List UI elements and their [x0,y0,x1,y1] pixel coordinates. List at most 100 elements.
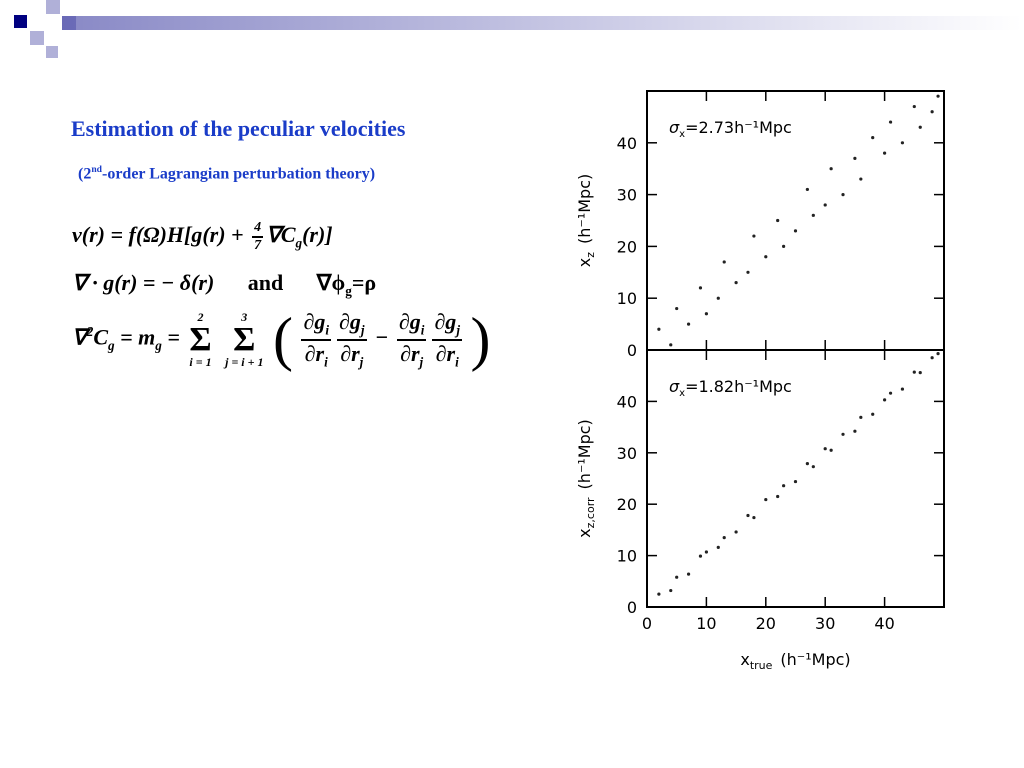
deco-square [46,46,58,58]
point [888,391,893,395]
equation: v(r) = f(Ω)H[g(r) + 4 7 ∇Cg(r)] [72,220,333,254]
point [704,312,709,316]
eq-text: ∇ϕ [316,270,346,295]
eq-text: g [108,337,115,353]
point [853,429,857,433]
y-tick-label: 20 [617,495,637,514]
axis-label-unit: (h⁻¹Mpc) [575,174,594,244]
plot-frame [646,349,945,608]
point [657,327,661,331]
x-tick-label: 10 [696,614,716,633]
point [746,513,750,518]
eq-text: = m [114,324,156,350]
annotation-text: =1.82h⁻¹Mpc [685,377,792,396]
point [859,177,863,181]
y-tick-label: 40 [617,392,637,411]
eq-text: 7 [254,238,262,253]
annotation-symbol: σ [669,377,680,396]
point [698,554,703,558]
point [669,588,673,593]
title: Estimation of the peculiar velocities [71,116,406,141]
point [930,356,934,360]
point [900,141,905,145]
eq-text: i [420,322,425,338]
axis-label-unit: (h⁻¹Mpc) [780,650,850,669]
eq-text: ∇C [266,222,296,248]
eq-text: ∂g [339,309,361,335]
fraction: ∂gi ∂rj [396,309,427,370]
point [853,156,857,160]
point [675,306,679,311]
eq-text: − [375,324,389,350]
point [752,515,756,520]
deco-square [14,15,27,28]
x-tick-label: 40 [874,614,894,633]
axis-label-sub: z,corr [584,497,597,528]
y-tick-label: 0 [627,341,637,360]
axis-label: xz,corr (h⁻¹Mpc) [575,419,597,538]
point [734,281,738,285]
point [918,371,922,375]
point [752,234,756,238]
point [930,110,934,114]
annotation-sub: x [679,388,685,399]
eq-text: i [455,353,459,369]
eq-text: 3 [241,309,248,324]
deco-square [30,31,44,45]
point [811,465,815,469]
x-tick-label: 0 [642,614,652,633]
point [805,461,809,466]
point [734,530,738,534]
y-tick-label: 20 [617,237,637,256]
point [793,229,798,233]
point [776,218,780,223]
paren: ) [470,306,491,372]
eq-text: j [419,353,424,369]
eq-text: ∂g [303,309,326,335]
eq-text: g [345,283,352,299]
point [669,343,673,347]
axis-label-sub: z [584,252,597,258]
eq-text: ∂r [435,340,456,366]
annotation: σx=1.82h⁻¹Mpc [669,377,792,399]
eq-text: j [360,322,365,338]
point [704,550,709,554]
point [912,104,916,109]
eq-text: ∇ [72,324,87,350]
point [829,448,833,452]
point [793,479,798,484]
axis-label-sub: true [750,659,773,672]
y-tick-label: 40 [617,134,637,153]
point [782,484,786,488]
annotation-sub: x [679,129,685,140]
point [675,575,679,579]
x-tick-label: 20 [756,614,776,633]
eq-text: Σ [233,320,256,358]
point [936,94,940,98]
eq-text: Σ [189,320,212,358]
eq-text: g [295,235,303,251]
text: nd [91,164,102,175]
annotation: σx=2.73h⁻¹Mpc [669,118,792,140]
y-tick-label: 10 [617,547,637,566]
annotation-text: =2.73h⁻¹Mpc [685,118,792,137]
point [764,255,768,259]
subtitle: (2nd-order Lagrangian perturbation theor… [78,164,375,183]
eq-text: j [359,353,364,369]
point [716,296,720,300]
point [805,187,809,192]
axis-label-main: x [575,258,594,267]
point [776,494,780,499]
eq-text: j = i + 1 [225,354,264,369]
point [764,497,768,502]
eq-text: ∂r [304,340,325,366]
y-tick-label: 10 [617,289,637,308]
eq-text: i = 1 [189,354,212,369]
axis-label-main: x [740,650,749,669]
point [686,322,691,326]
eq-text: 4 [252,220,264,238]
